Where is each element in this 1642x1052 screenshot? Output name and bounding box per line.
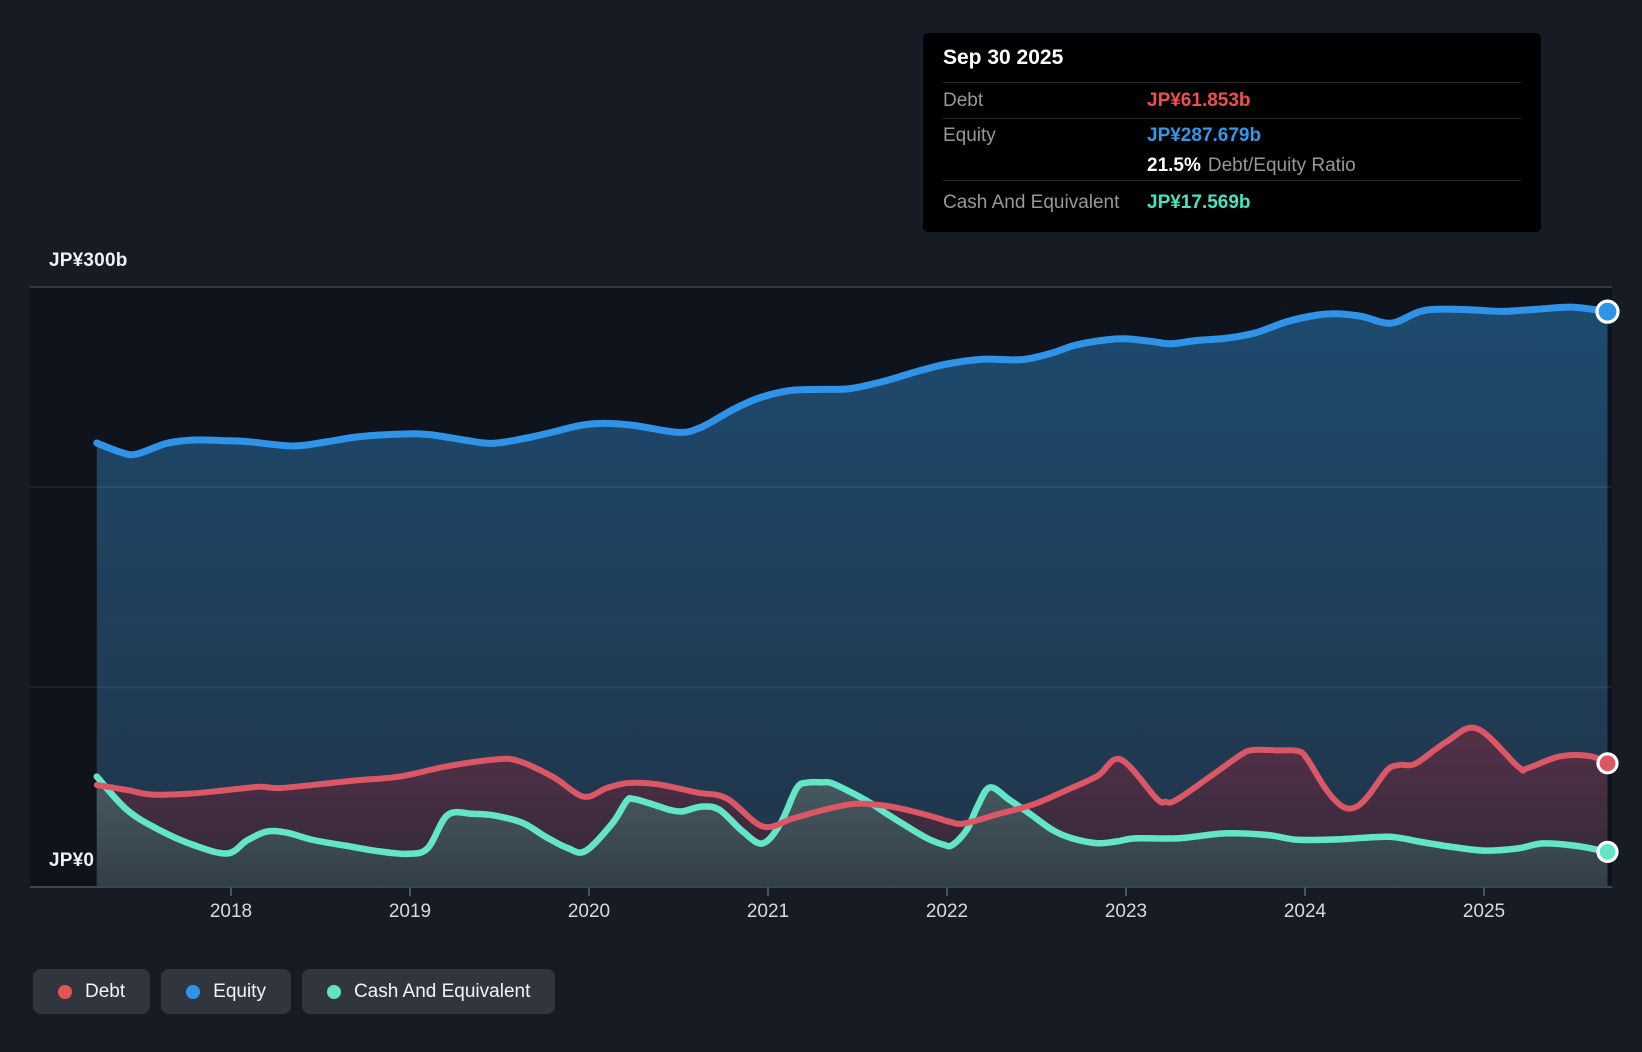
hover-tooltip: Sep 30 2025 Debt JP¥61.853b Equity JP¥28… bbox=[923, 33, 1541, 232]
tooltip-cash-row: Cash And Equivalent JP¥17.569b bbox=[943, 180, 1521, 224]
debt-color-dot-icon bbox=[58, 984, 72, 999]
tooltip-ratio-value: 21.5% bbox=[1147, 155, 1201, 176]
x-axis-label-2020: 2020 bbox=[567, 901, 611, 922]
x-axis-label-2024: 2024 bbox=[1283, 901, 1327, 922]
debt-end-marker bbox=[1596, 752, 1619, 775]
equity-line bbox=[93, 303, 1611, 459]
cash-area bbox=[96, 776, 1608, 887]
legend-item-equity[interactable]: Equity bbox=[161, 969, 291, 1014]
x-axis-label-2021: 2021 bbox=[746, 901, 790, 922]
x-axis-label-2022: 2022 bbox=[925, 901, 969, 922]
tooltip-equity-row: Equity JP¥287.679b bbox=[943, 118, 1521, 152]
x-axis-label-2025: 2025 bbox=[1462, 901, 1506, 922]
debt-line bbox=[93, 724, 1611, 831]
legend-item-debt[interactable]: Debt bbox=[33, 969, 151, 1014]
equity-end-marker bbox=[1595, 299, 1620, 324]
cash-color-dot-icon bbox=[326, 984, 341, 999]
y-axis-zero-label: JP¥0 bbox=[49, 850, 95, 871]
tooltip-equity-value: JP¥287.679b bbox=[1147, 124, 1262, 146]
tooltip-equity-label: Equity bbox=[943, 124, 996, 146]
x-axis-label-2023: 2023 bbox=[1104, 901, 1148, 922]
legend-debt-label: Debt bbox=[85, 980, 126, 1002]
legend-equity-label: Equity bbox=[213, 980, 266, 1002]
legend-item-cash[interactable]: Cash And Equivalent bbox=[301, 969, 556, 1014]
tooltip-date: Sep 30 2025 bbox=[943, 33, 1521, 83]
cash-and-equivalent-line bbox=[93, 773, 1611, 858]
equity-color-dot-icon bbox=[186, 984, 201, 999]
tooltip-cash-label: Cash And Equivalent bbox=[943, 191, 1120, 213]
cash-and-equivalent-end-marker bbox=[1596, 840, 1619, 863]
tooltip-cash-value: JP¥17.569b bbox=[1147, 191, 1251, 213]
x-axis-label-2019: 2019 bbox=[388, 901, 432, 922]
tooltip-debt-label: Debt bbox=[943, 89, 984, 111]
tooltip-debt-row: Debt JP¥61.853b bbox=[943, 83, 1521, 118]
x-axis-label-2018: 2018 bbox=[209, 901, 253, 922]
tooltip-ratio-label: Debt/Equity Ratio bbox=[1207, 155, 1356, 176]
tooltip-ratio-row: 21.5% Debt/Equity Ratio bbox=[943, 152, 1521, 180]
equity-area bbox=[96, 307, 1608, 887]
y-axis-max-label: JP¥300b bbox=[49, 250, 128, 271]
legend-cash-label: Cash And Equivalent bbox=[353, 980, 531, 1002]
tooltip-debt-value: JP¥61.853b bbox=[1147, 89, 1251, 111]
legend: Debt Equity Cash And Equivalent bbox=[33, 969, 556, 1014]
